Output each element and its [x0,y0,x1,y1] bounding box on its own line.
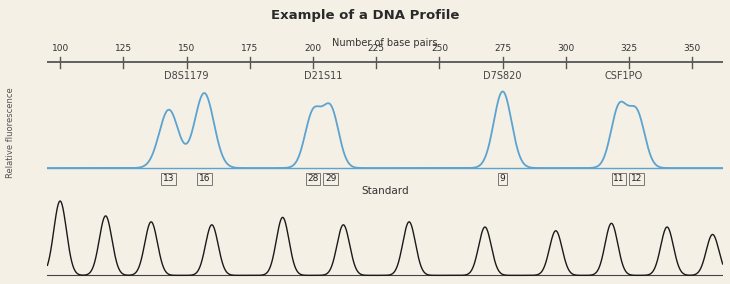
Text: 11: 11 [613,174,625,183]
Text: 29: 29 [325,174,337,183]
Text: Relative fluorescence: Relative fluorescence [6,87,15,178]
Text: 13: 13 [163,174,174,183]
Text: Number of base pairs: Number of base pairs [332,38,438,48]
Text: 12: 12 [631,174,642,183]
Text: Example of a DNA Profile: Example of a DNA Profile [271,9,459,22]
Text: D21S11: D21S11 [304,71,342,81]
Text: 100: 100 [52,44,69,53]
Text: D8S1179: D8S1179 [164,71,209,81]
Text: 175: 175 [241,44,258,53]
Text: 350: 350 [684,44,701,53]
Text: 325: 325 [620,44,638,53]
Text: 275: 275 [494,44,511,53]
Text: 225: 225 [368,44,385,53]
Text: 28: 28 [307,174,319,183]
Text: 150: 150 [178,44,195,53]
Text: Standard: Standard [361,186,409,196]
Text: 125: 125 [115,44,132,53]
Text: CSF1PO: CSF1PO [605,71,643,81]
Text: 16: 16 [199,174,210,183]
Text: 250: 250 [431,44,448,53]
Text: 300: 300 [557,44,575,53]
Text: 200: 200 [304,44,321,53]
Text: D7S820: D7S820 [483,71,522,81]
Text: 9: 9 [500,174,506,183]
